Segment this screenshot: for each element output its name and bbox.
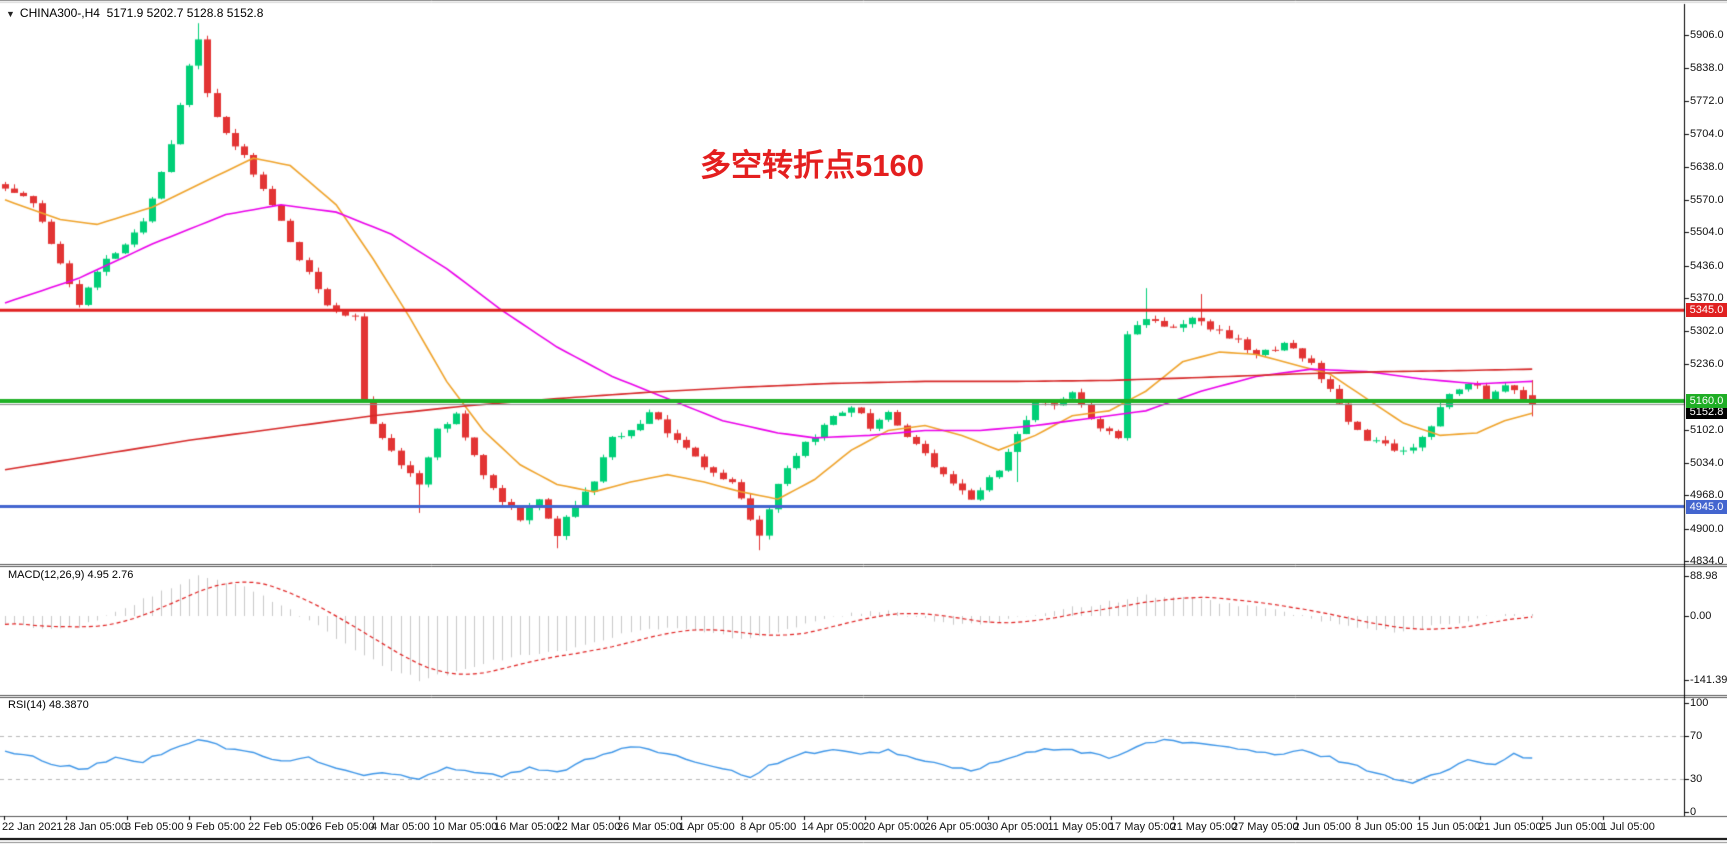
chart-header: ▼ CHINA300-,H4 5171.9 5202.7 5128.8 5152.… <box>6 6 263 20</box>
time-axis-label: 4 Mar 05:00 <box>371 821 430 833</box>
price-marker-box: 5160.0 <box>1686 394 1727 409</box>
time-axis-label: 8 Apr 05:00 <box>740 821 797 833</box>
rsi-tick-label: 100 <box>1690 697 1709 709</box>
time-axis-label: 3 Feb 05:00 <box>125 821 184 833</box>
time-axis-label: 26 Feb 05:00 <box>309 821 375 833</box>
time-axis-label: 30 Apr 05:00 <box>986 821 1049 833</box>
price-tick-label: 5638.0 <box>1690 160 1724 173</box>
time-axis-label: 15 Jun 05:00 <box>1416 821 1481 833</box>
time-axis-label: 11 May 05:00 <box>1047 821 1114 833</box>
trader-annotation-text: 多空转折点5160 <box>700 148 924 183</box>
time-axis-label: 26 Apr 05:00 <box>924 821 987 833</box>
time-axis-label: 22 Jan 2021 <box>2 821 63 833</box>
price-marker-box: 5345.0 <box>1686 303 1727 318</box>
price-tick-label: 5034.0 <box>1690 456 1724 469</box>
time-axis-label: 1 Jul 05:00 <box>1601 821 1655 833</box>
symbol-timeframe-label: CHINA300-,H4 <box>19 6 100 20</box>
time-axis-label: 14 Apr 05:00 <box>801 821 864 833</box>
rsi-tick-label: 70 <box>1690 729 1703 742</box>
price-tick-label: 4900.0 <box>1690 522 1724 535</box>
ohlc-values: 5171.9 5202.7 5128.8 5152.8 <box>106 6 264 20</box>
time-axis-label: 1 Apr 05:00 <box>678 821 735 833</box>
price-tick-label: 5838.0 <box>1690 62 1724 75</box>
time-axis-label: 22 Feb 05:00 <box>248 821 313 833</box>
price-tick-label: 4834.0 <box>1690 555 1724 567</box>
rsi-tick-label: 30 <box>1690 773 1703 786</box>
price-tick-label: 4968.0 <box>1690 489 1724 502</box>
time-axis-label: 21 Jun 05:00 <box>1478 821 1542 833</box>
time-axis-label: 28 Jan 05:00 <box>63 821 128 833</box>
price-tick-label: 5302.0 <box>1690 325 1724 338</box>
price-tick-label: 5436.0 <box>1690 259 1724 272</box>
price-marker-box: 5152.8 <box>1686 405 1727 420</box>
time-axis-label: 2 Jun 05:00 <box>1293 821 1352 833</box>
time-axis-label: 27 May 05:00 <box>1232 821 1299 833</box>
price-tick-label: 5102.0 <box>1690 423 1724 436</box>
macd-tick-label: -141.39 <box>1690 673 1727 686</box>
macd-tick-label: 88.98 <box>1690 569 1718 582</box>
time-axis-label: 26 Mar 05:00 <box>617 821 682 833</box>
time-axis-label: 17 May 05:00 <box>1109 821 1176 833</box>
price-tick-label: 5570.0 <box>1690 193 1724 206</box>
price-tick-label: 5370.0 <box>1690 292 1724 304</box>
time-axis-label: 20 Apr 05:00 <box>863 821 926 833</box>
price-tick-label: 5504.0 <box>1690 226 1724 239</box>
time-axis-label: 16 Mar 05:00 <box>494 821 559 833</box>
time-axis-label: 25 Jun 05:00 <box>1539 821 1604 833</box>
time-axis-label: 10 Mar 05:00 <box>432 821 498 833</box>
price-tick-label: 5906.0 <box>1690 29 1724 41</box>
time-axis-label: 22 Mar 05:00 <box>555 821 621 833</box>
price-tick-label: 5772.0 <box>1690 94 1724 107</box>
time-axis-label: 9 Feb 05:00 <box>186 821 246 833</box>
rsi-tick-label: 0 <box>1690 806 1697 818</box>
price-marker-box: 4945.0 <box>1686 499 1727 514</box>
time-axis-label: 8 Jun 05:00 <box>1355 821 1413 833</box>
price-tick-label: 5236.0 <box>1690 357 1724 370</box>
rsi-indicator-label: RSI(14) 48.3870 <box>8 699 89 711</box>
chevron-down-icon[interactable]: ▼ <box>6 9 15 19</box>
macd-tick-label: 0.00 <box>1690 610 1712 622</box>
price-tick-label: 5704.0 <box>1690 128 1724 141</box>
macd-indicator-label: MACD(12,26,9) 4.95 2.76 <box>8 569 134 581</box>
time-axis-label: 21 May 05:00 <box>1170 821 1238 833</box>
